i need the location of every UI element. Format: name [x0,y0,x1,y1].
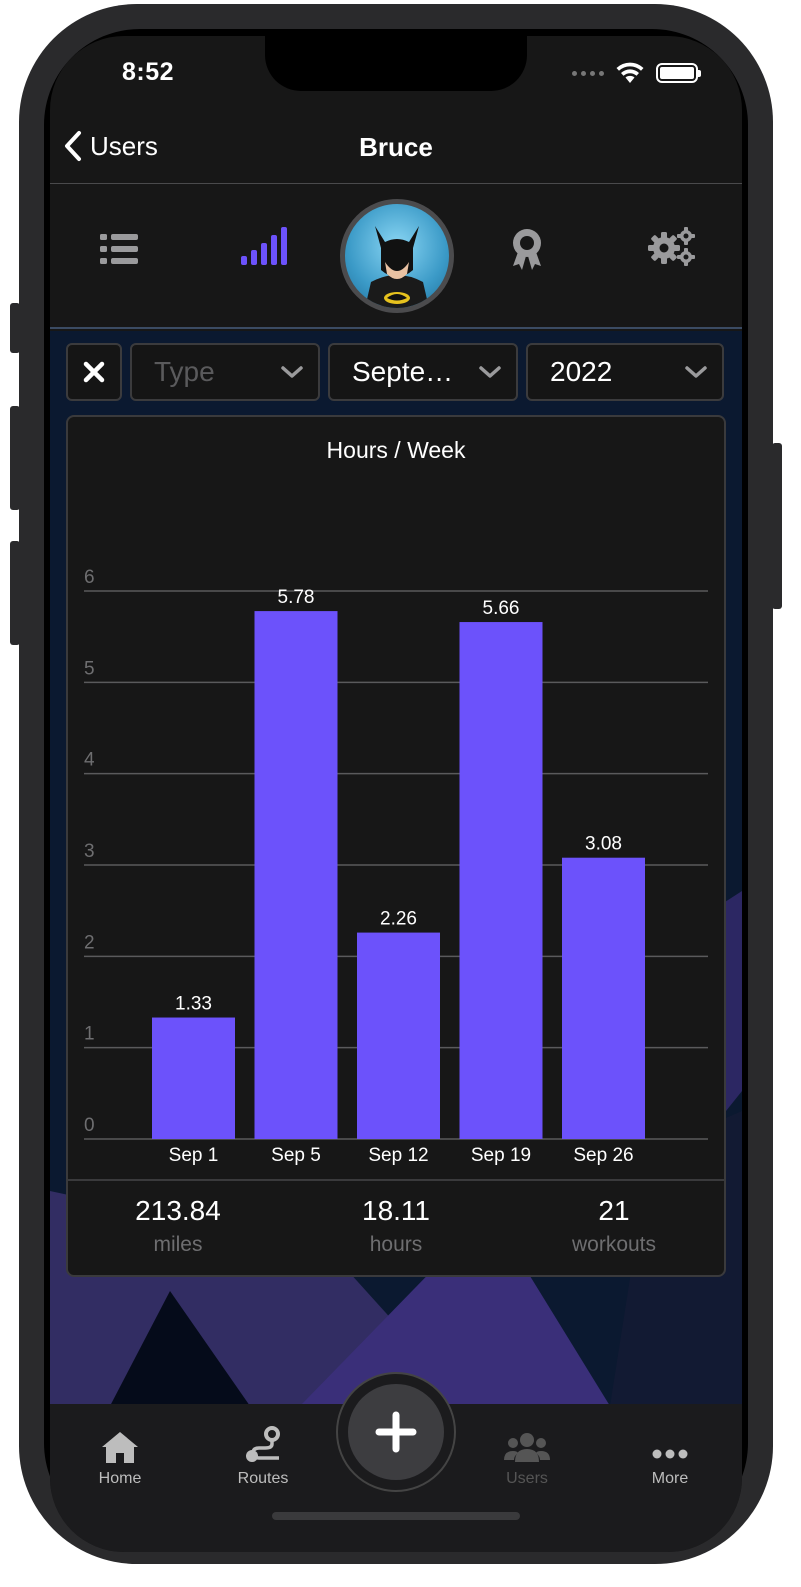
data-label: 3.08 [585,834,622,855]
clear-filters-button[interactable] [66,343,122,401]
navigation-bar: Users Bruce [50,114,742,184]
y-tick-label: 6 [84,567,95,588]
profile-icon-bar [50,184,742,329]
hours-per-week-chart: 0 1 2 3 4 5 6 1.33 Sep 1 5.78 Sep 5 2.26 Sep 12 5.66 S… [68,417,724,1177]
stats-content: Type Septe… 2022 Hours / Week 0 1 2 3 4 5 6 1. [50,331,742,1406]
list-icon[interactable] [100,232,138,271]
mute-switch [10,303,20,353]
wifi-icon [616,62,644,84]
route-icon [203,1420,323,1464]
type-dropdown[interactable]: Type [130,343,320,401]
bar [562,858,645,1139]
tab-bar: Home Routes [50,1404,742,1552]
stat-workouts: 21 workouts [514,1195,714,1257]
chevron-down-icon [464,365,516,379]
close-icon [83,361,105,383]
home-indicator [272,1512,520,1520]
gears-icon[interactable] [648,226,696,271]
home-icon [60,1420,180,1464]
summary-stats: 213.84 miles 18.11 hours 21 workouts [68,1179,724,1277]
tab-home[interactable]: Home [60,1420,180,1488]
bar [255,611,338,1139]
filter-row: Type Septe… 2022 [66,343,726,401]
stat-hours: 18.11 hours [296,1195,496,1257]
tab-routes[interactable]: Routes [203,1420,323,1488]
battery-icon [656,63,698,83]
bar [460,622,543,1139]
y-tick-label: 4 [84,750,95,771]
month-dropdown-value: Septe… [330,356,464,388]
tab-routes-label: Routes [203,1470,323,1488]
stat-miles-value: 213.84 [78,1195,278,1227]
stat-workouts-unit: workouts [514,1233,714,1257]
bar [152,1018,235,1139]
signal-bars-icon[interactable] [241,226,287,271]
year-dropdown-value: 2022 [528,356,670,388]
power-button [772,443,782,609]
award-icon[interactable] [512,228,542,275]
y-tick-label: 2 [84,932,95,953]
stat-hours-unit: hours [296,1233,496,1257]
x-tick-label: Sep 1 [169,1145,219,1166]
volume-down-button [10,541,20,645]
data-label: 2.26 [380,909,417,930]
y-tick-label: 3 [84,841,95,862]
chevron-down-icon [670,365,722,379]
month-dropdown[interactable]: Septe… [328,343,518,401]
cellular-icon [572,71,604,76]
type-dropdown-placeholder: Type [132,356,266,388]
avatar[interactable] [340,199,454,313]
tab-more[interactable]: More [610,1420,730,1488]
stat-hours-value: 18.11 [296,1195,496,1227]
data-label: 5.78 [278,587,315,608]
more-icon [610,1420,730,1464]
x-tick-label: Sep 19 [471,1145,531,1166]
notch [265,36,527,91]
tab-users[interactable]: Users [467,1420,587,1488]
chart-card: Hours / Week 0 1 2 3 4 5 6 1.33 Sep 1 5.78 Sep 5 2.… [66,415,726,1277]
data-label: 5.66 [483,598,520,619]
avatar-image [345,204,449,308]
users-icon [467,1420,587,1464]
y-tick-label: 5 [84,658,95,679]
chevron-down-icon [266,365,318,379]
data-label: 1.33 [175,994,212,1015]
y-tick-label: 0 [84,1115,95,1136]
page-title: Bruce [50,132,742,163]
tab-home-label: Home [60,1470,180,1488]
stat-miles-unit: miles [78,1233,278,1257]
bar [357,933,440,1139]
x-tick-label: Sep 5 [271,1145,321,1166]
screen: 8:52 Users Bruce [50,36,742,1552]
status-time: 8:52 [122,58,222,87]
stat-miles: 213.84 miles [78,1195,278,1257]
stat-workouts-value: 21 [514,1195,714,1227]
x-tick-label: Sep 12 [368,1145,428,1166]
status-icons [572,62,698,84]
tab-more-label: More [610,1470,730,1488]
add-workout-button[interactable] [348,1384,444,1480]
tab-users-label: Users [467,1470,587,1488]
year-dropdown[interactable]: 2022 [526,343,724,401]
volume-up-button [10,406,20,510]
y-tick-label: 1 [84,1024,95,1045]
x-tick-label: Sep 26 [573,1145,633,1166]
plus-icon [375,1411,417,1453]
add-workout-button-ring [336,1372,456,1492]
